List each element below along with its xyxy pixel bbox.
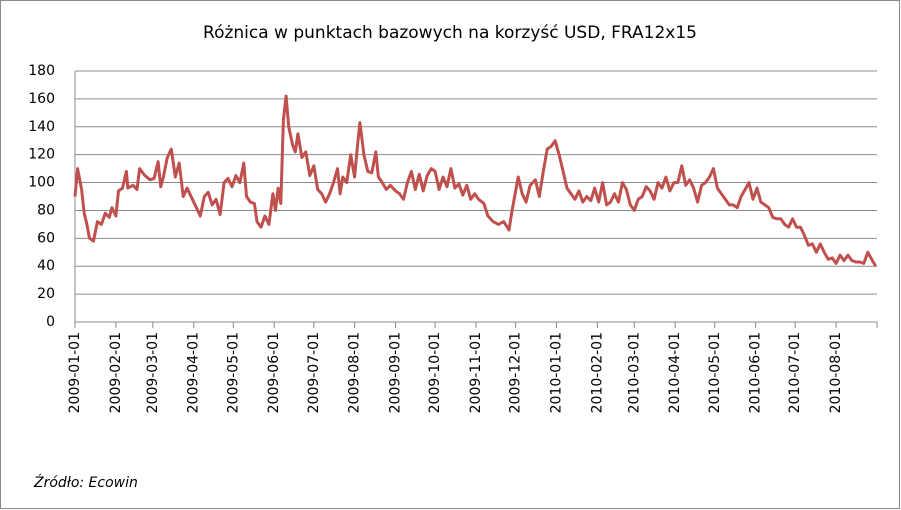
x-tick-label: 2009-11-01	[468, 332, 484, 413]
x-tick-label: 2009-04-01	[186, 332, 202, 413]
chart-title: Różnica w punktach bazowych na korzyść U…	[203, 23, 697, 43]
y-tick-label: 160	[28, 91, 55, 107]
x-tick-label: 2009-09-01	[388, 332, 404, 413]
x-tick-label: 2009-05-01	[225, 332, 241, 413]
y-tick-label: 80	[37, 202, 55, 218]
x-tick-label: 2010-08-01	[828, 332, 844, 413]
x-tick-label: 2009-08-01	[347, 332, 363, 413]
y-tick-label: 120	[28, 147, 55, 163]
x-tick-label: 2009-12-01	[508, 332, 524, 413]
x-tick-label: 2010-06-01	[748, 332, 764, 413]
x-tick-label: 2010-05-01	[707, 332, 723, 413]
x-tick-label: 2009-10-01	[427, 332, 443, 413]
y-tick-label: 60	[37, 230, 55, 246]
source-note: Źródło: Ecowin	[33, 473, 138, 491]
y-tick-label: 100	[28, 175, 55, 191]
y-tick-label: 140	[28, 119, 55, 135]
x-tick-label: 2009-03-01	[145, 332, 161, 413]
x-tick-label: 2010-01-01	[548, 332, 564, 413]
y-tick-label: 40	[37, 258, 55, 274]
y-tick-label: 180	[28, 63, 55, 79]
x-tick-label: 2009-02-01	[108, 332, 124, 413]
x-tick-label: 2010-02-01	[589, 332, 605, 413]
y-tick-label: 0	[46, 314, 55, 330]
x-tick-label: 2010-03-01	[626, 332, 642, 413]
x-tick-label: 2009-01-01	[67, 332, 83, 413]
x-tick-label: 2010-07-01	[787, 332, 803, 413]
data-line	[73, 94, 877, 267]
x-tick-label: 2009-06-01	[266, 332, 282, 413]
x-tick-label: 2009-07-01	[306, 332, 322, 413]
y-tick-label: 20	[37, 286, 55, 302]
x-tick-label: 2010-04-01	[667, 332, 683, 413]
